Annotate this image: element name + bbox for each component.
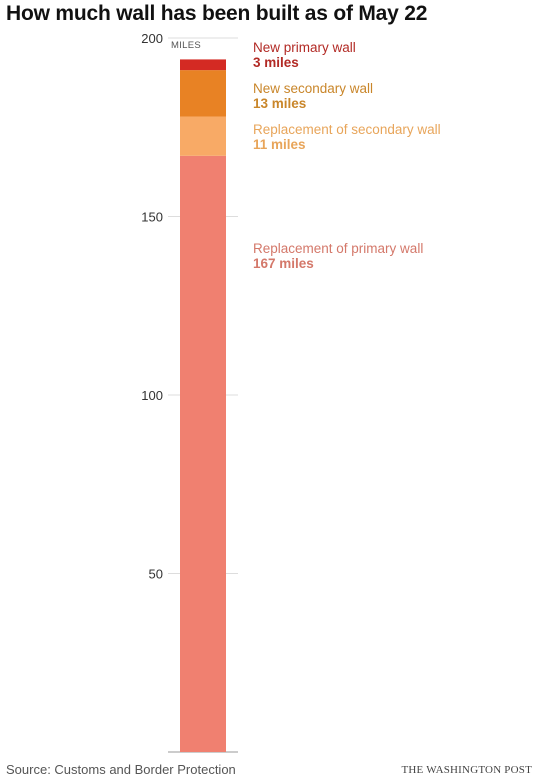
publisher-credit: THE WASHINGTON POST [401,764,532,776]
chart-title: How much wall has been built as of May 2… [6,2,428,25]
stacked-bar [180,59,226,752]
y-tick-label: 150 [141,210,163,225]
segment-value-label: 3 miles [253,55,299,70]
bar-segment [180,116,226,156]
segment-name-label: New primary wall [253,40,356,55]
segment-value-label: 13 miles [253,96,306,111]
segment-value-label: 167 miles [253,256,314,271]
y-unit-label: MILES [171,40,201,51]
segment-name-label: Replacement of secondary wall [253,122,441,137]
y-axis-ticks: 50 100 150 200 MILES [141,31,201,582]
segment-name-label: Replacement of primary wall [253,241,423,256]
y-tick-label: 50 [149,567,163,582]
bar-segment [180,70,226,117]
segment-name-label: New secondary wall [253,81,373,96]
y-tick-label: 200 [141,31,163,46]
source-note: Source: Customs and Border Protection [6,762,236,777]
bar-segment [180,59,226,71]
bar-segment [180,155,226,752]
y-tick-label: 100 [141,388,163,403]
segment-value-label: 11 miles [253,137,306,152]
